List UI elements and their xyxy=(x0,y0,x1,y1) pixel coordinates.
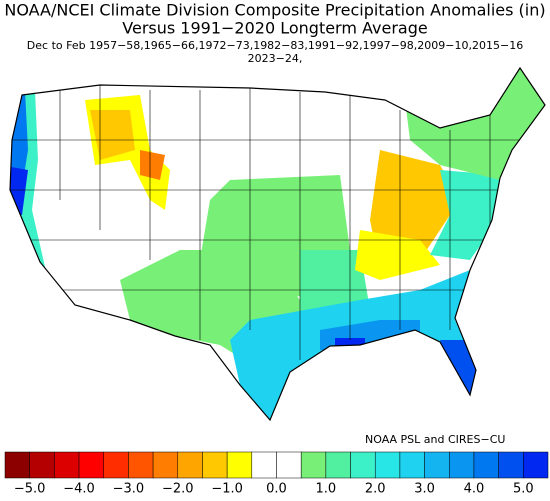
color-swatch xyxy=(473,451,499,479)
color-swatch xyxy=(449,451,475,479)
color-swatch xyxy=(78,451,104,479)
period: Dec to Feb 1957−58,1965−66,1972−73,1982−… xyxy=(27,39,523,52)
colorbar-tick-label: 4.0 xyxy=(464,482,485,497)
color-swatch xyxy=(300,451,327,479)
credit: NOAA PSL and CIRES−CU xyxy=(365,433,505,446)
period-cont: 2023−24, xyxy=(248,52,303,65)
colorbar-tick-label: −3.0 xyxy=(113,482,145,497)
color-swatch xyxy=(177,451,203,479)
color-swatch xyxy=(29,451,55,479)
colorbar-tick-label: 5.0 xyxy=(513,482,534,497)
color-swatch xyxy=(350,451,376,479)
colorbar: −5.0 −4.0 −3.0 −2.0 −1.0 0.0 1.0 2.0 3.0 4.0 5.0 xyxy=(4,451,549,497)
color-swatch xyxy=(202,451,228,479)
colorbar-tick-label: −1.0 xyxy=(211,482,243,497)
color-swatch xyxy=(399,451,425,479)
color-swatch xyxy=(103,451,129,479)
color-swatch xyxy=(152,451,179,479)
color-swatch xyxy=(128,451,154,479)
color-swatch xyxy=(251,451,277,479)
map xyxy=(10,68,545,420)
subtitle: Versus 1991−2020 Longterm Average xyxy=(122,19,427,38)
colorbar-tick-label: 3.0 xyxy=(414,482,435,497)
color-swatch xyxy=(4,451,30,479)
color-swatch xyxy=(325,451,351,479)
colorbar-tick-label: −5.0 xyxy=(14,482,46,497)
color-swatch xyxy=(523,451,549,479)
colorbar-tick-label: −2.0 xyxy=(162,482,194,497)
colorbar-tick-label: 0.0 xyxy=(266,482,287,497)
colorbar-tick-label: −4.0 xyxy=(63,482,95,497)
colorbar-tick-label: 2.0 xyxy=(365,482,386,497)
colorbar-tick-label: 1.0 xyxy=(316,482,337,497)
us-outline xyxy=(9,66,546,422)
title: NOAA/NCEI Climate Division Composite Pre… xyxy=(4,1,545,20)
color-swatch xyxy=(424,451,450,479)
color-swatch xyxy=(498,451,524,479)
color-swatch xyxy=(276,451,302,479)
color-swatch xyxy=(374,451,401,479)
color-swatch xyxy=(226,451,253,479)
color-swatch xyxy=(54,451,80,479)
